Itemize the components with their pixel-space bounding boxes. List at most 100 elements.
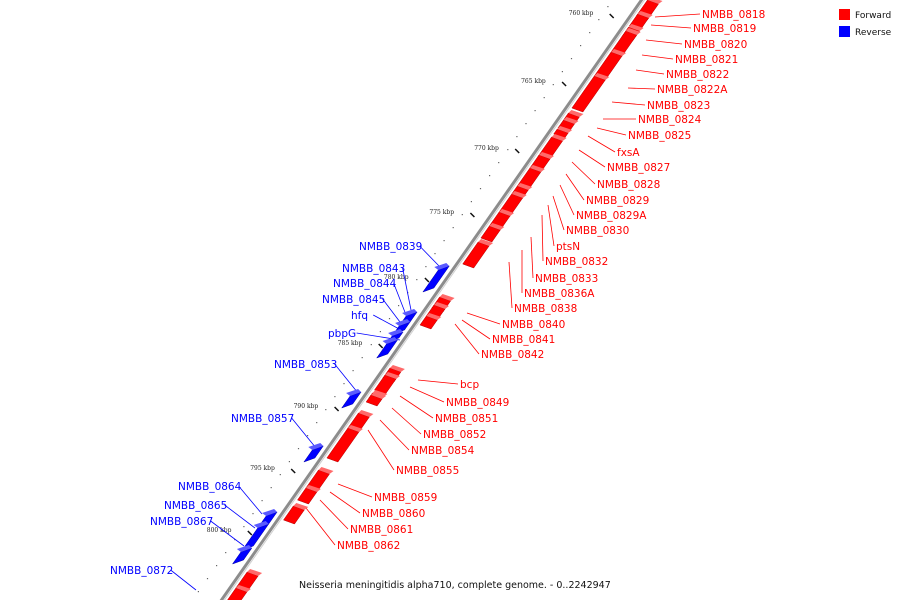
forward-gene-label[interactable]: NMBB_0828 <box>597 179 660 191</box>
genome-backbone-shadow <box>223 0 646 600</box>
gene-body <box>227 587 248 600</box>
scale-tick <box>609 13 615 19</box>
reverse-gene-label[interactable]: hfq <box>351 310 368 322</box>
forward-gene-label[interactable]: NMBB_0859 <box>374 492 437 504</box>
forward-gene-label[interactable]: NMBB_0822 <box>666 69 729 81</box>
reverse-leader <box>373 314 402 331</box>
legend: Forward Reverse <box>839 9 892 38</box>
forward-gene-label[interactable]: NMBB_0821 <box>675 54 738 66</box>
forward-gene-label[interactable]: bcp <box>460 379 479 391</box>
forward-gene-label[interactable]: NMBB_0827 <box>607 162 670 174</box>
gene-shade <box>529 165 545 172</box>
forward-gene-label[interactable]: NMBB_0861 <box>350 524 413 536</box>
scale-dot <box>279 474 281 476</box>
forward-leader <box>596 127 627 136</box>
forward-gene-label[interactable]: NMBB_0836A <box>524 288 595 300</box>
genome-caption: Neisseria meningitidis alpha710, complet… <box>299 580 611 591</box>
gene-shade <box>517 183 533 190</box>
gene-shade <box>489 223 505 230</box>
forward-gene-label[interactable]: NMBB_0842 <box>481 349 544 361</box>
scale-tick-label: 795 kbp <box>250 465 275 472</box>
forward-leader <box>508 261 513 309</box>
scale-tick <box>247 530 253 536</box>
scale-dot <box>379 331 381 333</box>
scale-dot <box>570 58 573 60</box>
gene-shade <box>318 467 334 474</box>
forward-gene-label[interactable]: NMBB_0829A <box>576 210 647 222</box>
forward-gene-label[interactable]: NMBB_0825 <box>628 130 691 142</box>
forward-leader <box>559 184 575 216</box>
forward-gene-label[interactable]: NMBB_0819 <box>693 23 756 35</box>
forward-gene-label[interactable]: NMBB_0823 <box>647 100 710 112</box>
scale-dot <box>561 71 563 73</box>
scale-dot <box>343 383 345 385</box>
reverse-gene-label[interactable]: NMBB_0857 <box>231 413 294 425</box>
reverse-gene-label[interactable]: NMBB_0843 <box>342 263 405 275</box>
gene-shade <box>499 209 515 216</box>
forward-gene-label[interactable]: NMBB_0820 <box>684 39 747 51</box>
forward-gene-label[interactable]: NMBB_0830 <box>566 225 629 237</box>
reverse-leader <box>238 485 263 515</box>
gene-shade <box>434 263 450 270</box>
reverse-gene-label[interactable]: NMBB_0845 <box>322 294 385 306</box>
forward-gene-label[interactable]: fxsA <box>617 147 640 159</box>
gene-body <box>231 547 253 565</box>
forward-gene-label[interactable]: NMBB_0833 <box>535 273 598 285</box>
forward-leader <box>645 39 683 45</box>
forward-gene-label[interactable]: NMBB_0818 <box>702 9 765 21</box>
scale-dot <box>361 357 363 359</box>
reverse-gene-label[interactable]: NMBB_0872 <box>110 565 173 577</box>
forward-leader <box>367 429 395 471</box>
scale-ticks: 760 kbp 765 kbp 770 kbp 775 kbp 780 kbp 785 k… <box>207 10 615 536</box>
forward-gene-label[interactable]: NMBB_0860 <box>362 508 425 520</box>
reverse-gene <box>231 545 253 565</box>
gene-shade <box>385 372 400 379</box>
scale-dot <box>325 409 327 411</box>
reverse-gene-label[interactable]: pbpG <box>328 328 356 340</box>
forward-gene-label[interactable]: NMBB_0838 <box>514 303 577 315</box>
gene-body <box>571 75 606 113</box>
scale-dot <box>534 110 536 112</box>
scale-dots <box>197 6 609 593</box>
gene-shade <box>647 0 663 4</box>
scale-dot <box>288 461 290 463</box>
scale-dot <box>416 279 418 281</box>
forward-gene <box>283 503 309 525</box>
scale-tick <box>469 212 475 218</box>
forward-gene-label[interactable]: NMBB_0832 <box>545 256 608 268</box>
reverse-gene-label[interactable]: NMBB_0839 <box>359 241 422 253</box>
forward-leader <box>578 149 606 168</box>
scale-dot <box>206 578 209 580</box>
reverse-gene-label[interactable]: NMBB_0844 <box>333 278 397 290</box>
forward-gene <box>480 223 505 243</box>
forward-gene-label[interactable]: NMBB_0855 <box>396 465 459 477</box>
forward-gene-label[interactable]: NMBB_0849 <box>446 397 509 409</box>
forward-gene-label[interactable]: NMBB_0852 <box>423 429 486 441</box>
scale-tick-label: 775 kbp <box>429 209 454 216</box>
reverse-leader <box>334 363 359 394</box>
gene-shade <box>388 329 404 336</box>
scale-tick <box>334 406 340 412</box>
reverse-gene-label[interactable]: NMBB_0865 <box>164 500 227 512</box>
forward-gene-label[interactable]: NMBB_0862 <box>337 540 400 552</box>
gene-features <box>227 0 663 600</box>
reverse-gene-label[interactable]: NMBB_0867 <box>150 516 213 528</box>
forward-leader <box>530 236 534 279</box>
forward-gene-label[interactable]: NMBB_0851 <box>435 413 498 425</box>
forward-gene-label[interactable]: NMBB_0824 <box>638 114 702 126</box>
reverse-gene-label[interactable]: NMBB_0853 <box>274 359 337 371</box>
forward-gene-label[interactable]: NMBB_0840 <box>502 319 565 331</box>
forward-leader <box>541 214 544 262</box>
forward-gene-label[interactable]: NMBB_0829 <box>586 195 649 207</box>
gene-shade <box>395 319 411 326</box>
gene-shade <box>568 110 584 117</box>
forward-gene-label[interactable]: NMBB_0822A <box>657 84 728 96</box>
reverse-gene-label[interactable]: NMBB_0864 <box>178 481 242 493</box>
scale-dot <box>498 162 500 164</box>
forward-gene-label[interactable]: NMBB_0841 <box>492 334 555 346</box>
forward-gene-label[interactable]: ptsN <box>556 241 580 253</box>
scale-dot <box>252 513 254 515</box>
gene-shade <box>253 521 269 528</box>
forward-gene-label[interactable]: NMBB_0854 <box>411 445 475 457</box>
scale-tick <box>378 343 384 349</box>
